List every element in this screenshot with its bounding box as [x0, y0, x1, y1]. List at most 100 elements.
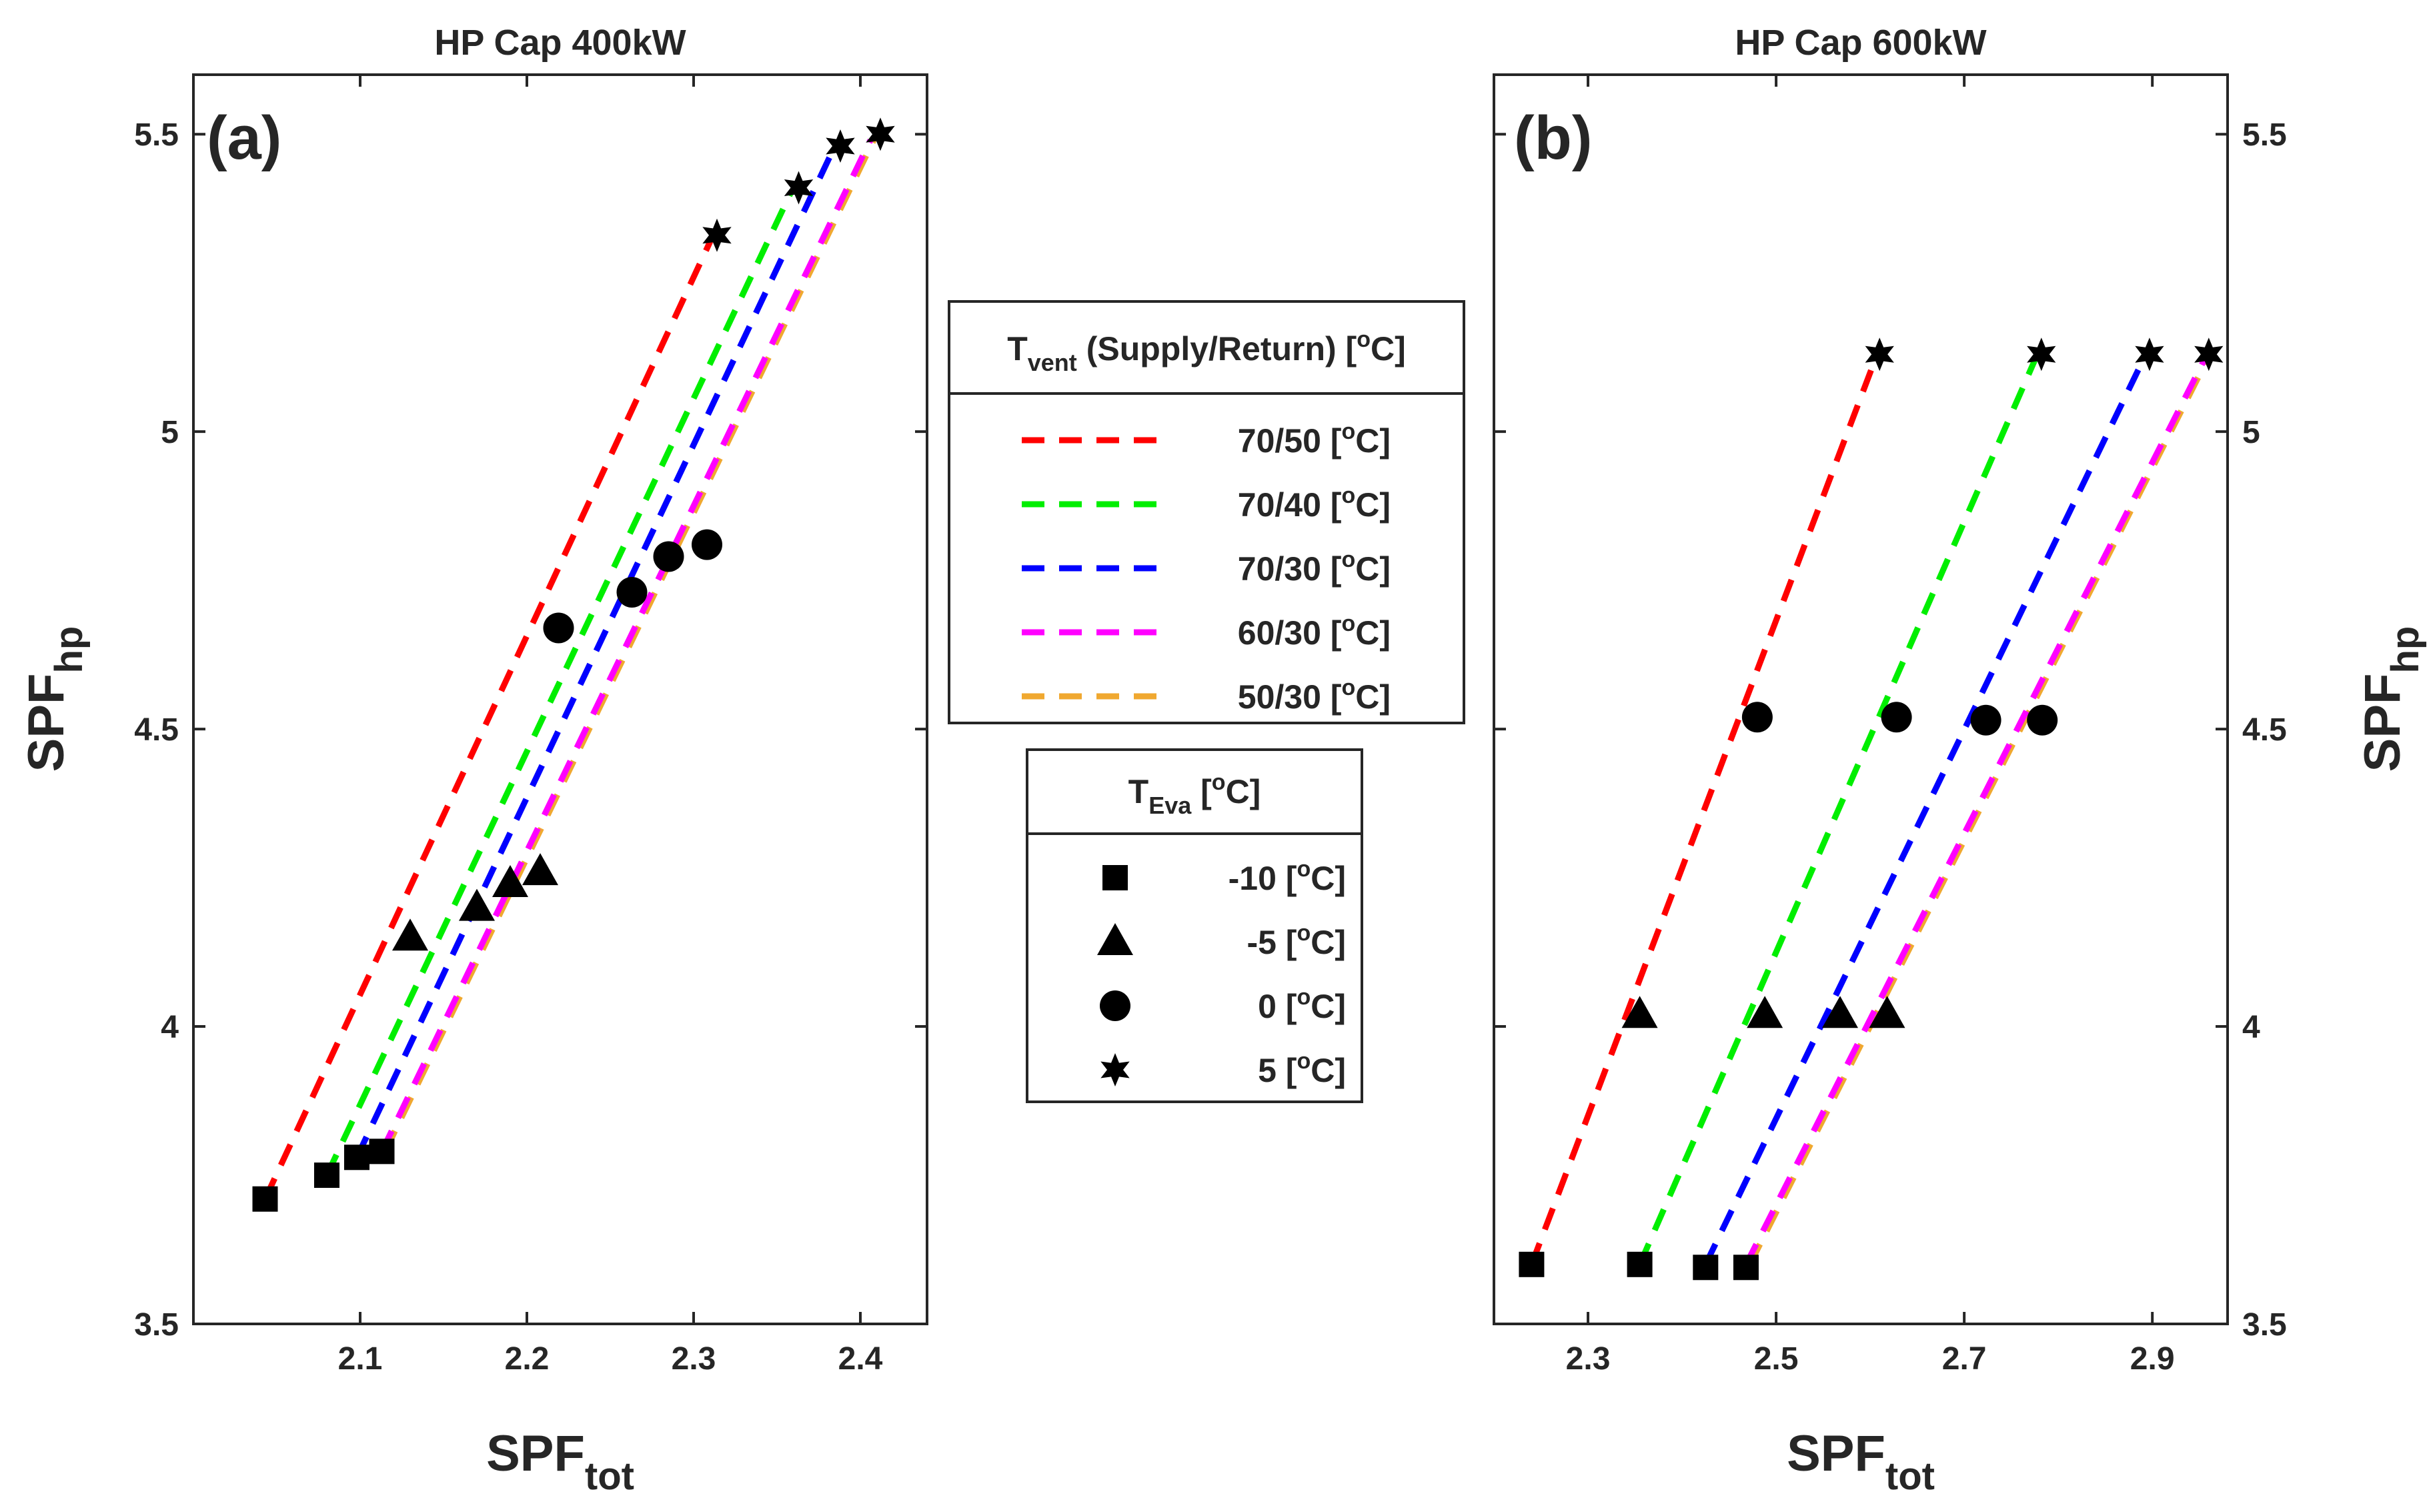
- x-tick-label: 2.5: [1754, 1341, 1799, 1377]
- legend-eva-marker-circle: [1100, 990, 1130, 1021]
- x-tick-label: 2.1: [338, 1341, 383, 1377]
- y-axis-label: SPFhp: [2354, 626, 2427, 772]
- legend-eva-label: 0 [oC]: [1258, 984, 1346, 1025]
- y-tick-label: 5: [2242, 415, 2260, 450]
- series-line-50-30: [382, 139, 877, 1153]
- legend-eva-label: 5 [oC]: [1258, 1048, 1346, 1089]
- y-axis-label-main: SPF: [2354, 674, 2411, 772]
- legend-vent-label-sup: o: [1341, 675, 1355, 700]
- data-point-star: [702, 218, 732, 252]
- series-line-70-50: [262, 239, 714, 1201]
- legend-eva-title: TEva [oC]: [1128, 770, 1261, 819]
- data-point-circle: [1970, 704, 2001, 736]
- data-point-star: [2135, 337, 2164, 371]
- series-line-70-30: [353, 151, 835, 1159]
- legend-eva: TEva [oC] -10 [oC]-5 [oC]0 [oC]5 [oC]: [1026, 748, 1363, 1103]
- legend-eva-label-sup: o: [1297, 1048, 1311, 1074]
- data-point-triangle: [459, 888, 495, 921]
- data-point-circle: [692, 529, 722, 560]
- legend-eva-box: [1026, 748, 1363, 1103]
- y-axis-label-main: SPF: [18, 674, 75, 772]
- series-line-50-30: [1747, 359, 2210, 1266]
- legend-eva-entries: -10 [oC]-5 [oC]0 [oC]5 [oC]: [1097, 856, 1346, 1089]
- legend-eva-label: -5 [oC]: [1247, 920, 1346, 961]
- series-line-60-30: [1743, 359, 2207, 1266]
- x-axis-label: SPFtot: [486, 1425, 634, 1498]
- legend-vent-label-end: C]: [1355, 614, 1391, 652]
- legend-vent-label-end: C]: [1355, 678, 1391, 716]
- data-point-circle: [653, 541, 684, 572]
- data-point-triangle: [1621, 996, 1658, 1028]
- legend-eva-label-value: 5 [: [1258, 1052, 1297, 1089]
- data-point-triangle: [392, 918, 428, 951]
- legend-vent-label-value: 70/50 [: [1238, 422, 1342, 460]
- legend-eva-label: -10 [oC]: [1229, 856, 1346, 897]
- data-point-circle: [2027, 704, 2058, 736]
- plot-frame: [192, 73, 928, 1325]
- legend-vent-label-value: 50/30 [: [1238, 678, 1342, 716]
- panel-label: (a): [207, 104, 281, 172]
- data-point-square: [369, 1139, 395, 1165]
- y-tick-label: 4: [161, 1010, 179, 1045]
- data-point-triangle: [1821, 996, 1858, 1028]
- x-axis-label: SPFtot: [1787, 1425, 1935, 1498]
- data-point-square: [1519, 1251, 1545, 1277]
- legend-vent-label-end: C]: [1355, 486, 1391, 524]
- legend-eva-label-value: 0 [: [1258, 988, 1297, 1025]
- y-tick-label: 3.5: [2242, 1307, 2287, 1343]
- legend-vent-label: 70/40 [oC]: [1238, 483, 1391, 524]
- data-point-star: [2194, 337, 2224, 371]
- legend-vent-label-sup: o: [1341, 611, 1355, 636]
- y-tick-label: 4.5: [2242, 712, 2287, 748]
- series-line-70-30: [1703, 359, 2146, 1266]
- legend-vent: Tvent (Supply/Return) [oC] 70/50 [oC]70/…: [948, 300, 1465, 724]
- x-axis-label-main: SPF: [486, 1425, 585, 1482]
- legend-vent-label-value: 70/40 [: [1238, 486, 1342, 524]
- legend-eva-label-end: C]: [1311, 1052, 1346, 1089]
- legend-eva-marker-triangle: [1097, 923, 1133, 955]
- legend-vent-label-end: C]: [1355, 422, 1391, 460]
- y-axis-label-sub: hp: [2384, 626, 2427, 674]
- chart-title: HP Cap 600kW: [1735, 23, 1986, 63]
- x-tick-label: 2.3: [1566, 1341, 1611, 1377]
- legend-eva-label-value: -10 [: [1229, 860, 1297, 897]
- legend-vent-label-value: 60/30 [: [1238, 614, 1342, 652]
- data-point-circle: [543, 612, 574, 644]
- data-point-square: [344, 1145, 369, 1171]
- series-line-70-40: [323, 192, 794, 1177]
- legend-vent-label-value: 70/30 [: [1238, 550, 1342, 588]
- x-tick-label: 2.3: [672, 1341, 716, 1377]
- data-point-triangle: [1869, 996, 1905, 1028]
- data-point-square: [1627, 1251, 1653, 1277]
- legend-eva-label-value: -5 [: [1247, 924, 1297, 961]
- legend-eva-label-sup: o: [1297, 920, 1311, 946]
- panel-label: (b): [1514, 104, 1592, 172]
- x-tick-label: 2.9: [2130, 1341, 2175, 1377]
- data-point-triangle: [492, 864, 528, 897]
- legend-vent-label: 60/30 [oC]: [1238, 611, 1391, 652]
- legend-eva-label-end: C]: [1311, 988, 1346, 1025]
- x-tick-label: 2.4: [838, 1341, 883, 1377]
- data-point-star: [784, 171, 814, 205]
- series-line-60-30: [379, 139, 874, 1153]
- y-tick-label: 5: [161, 415, 179, 450]
- y-tick-label: 4.5: [134, 712, 179, 748]
- legend-vent-entries: 70/50 [oC]70/40 [oC]70/30 [oC]60/30 [oC]…: [1022, 419, 1391, 716]
- y-axis-label-sub: hp: [47, 626, 91, 674]
- x-tick-label: 2.2: [505, 1341, 550, 1377]
- data-point-star: [826, 129, 855, 163]
- legend-vent-label-sup: o: [1341, 483, 1355, 508]
- legend-eva-marker-square: [1102, 865, 1128, 890]
- data-point-square: [314, 1163, 339, 1189]
- panel-b: HP Cap 600kW (b) 2.3 2.5 2.7 2.9 3.5 4 4.5 5 5.5 SP…: [1493, 23, 2427, 1498]
- legend-eva-label-sup: o: [1297, 856, 1311, 882]
- legend-vent-label-sup: o: [1341, 419, 1355, 444]
- x-axis-label-sub: tot: [585, 1455, 634, 1498]
- data-point-circle: [1881, 702, 1912, 733]
- legend-vent-label-end: C]: [1355, 550, 1391, 588]
- legend-vent-label-sup: o: [1341, 547, 1355, 572]
- y-tick-label: 5.5: [134, 117, 179, 153]
- data-point-star: [1865, 337, 1894, 371]
- x-axis-label-main: SPF: [1787, 1425, 1885, 1482]
